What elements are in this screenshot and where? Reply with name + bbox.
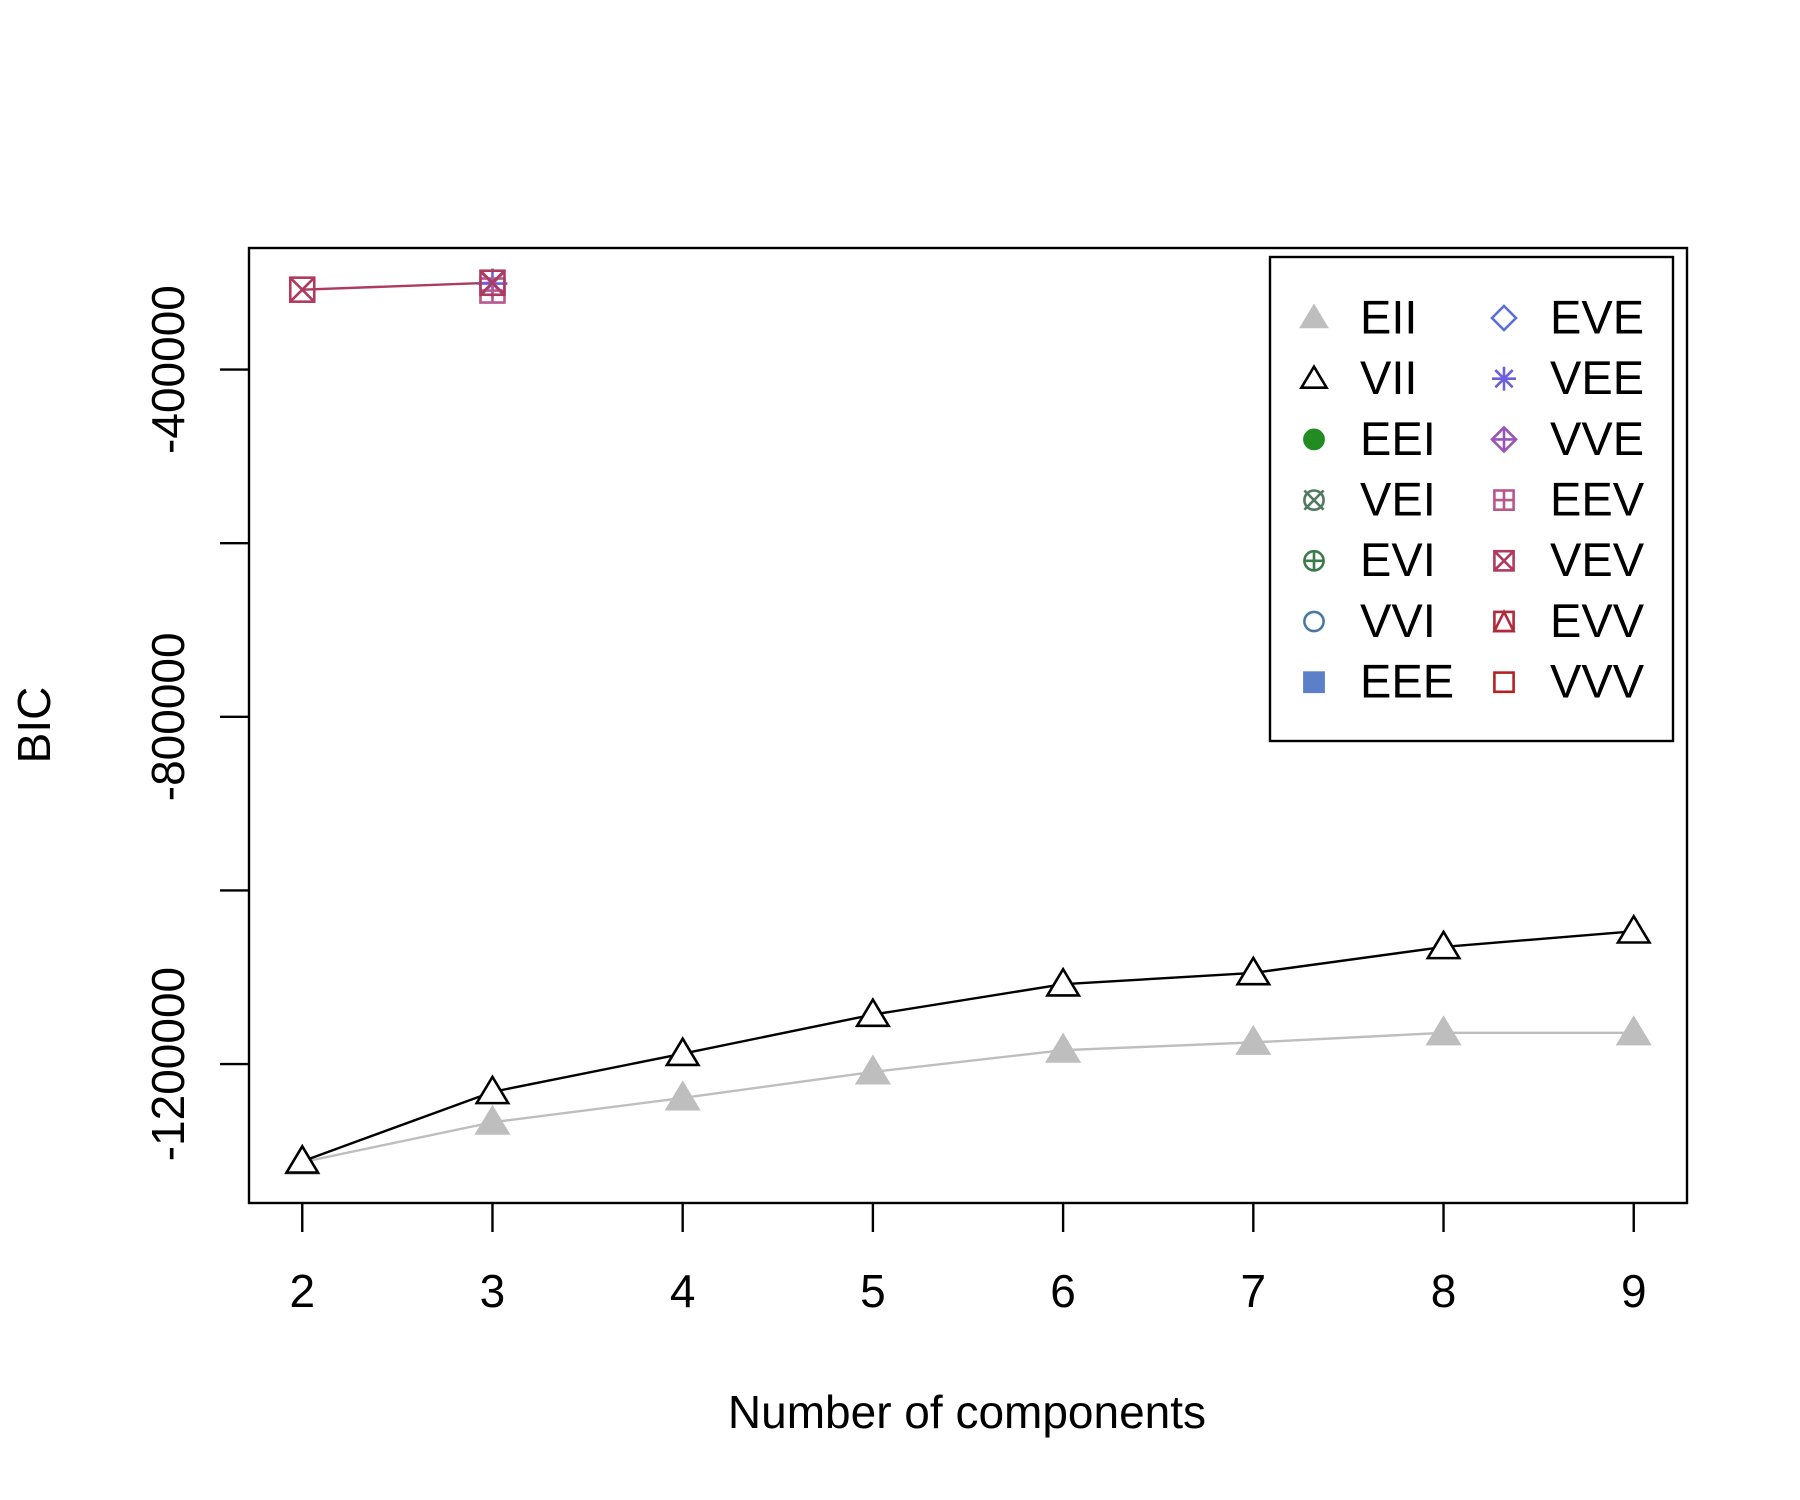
legend-label: EEI <box>1360 412 1436 465</box>
symbol-part <box>1615 913 1652 944</box>
symbol-part <box>1425 929 1462 960</box>
data-point <box>1425 1015 1462 1046</box>
symbol-part <box>479 269 506 297</box>
data-point <box>1235 1024 1272 1055</box>
symbol-part <box>289 276 316 303</box>
legend-label: VVV <box>1550 655 1645 708</box>
legend-label: VEE <box>1550 351 1644 404</box>
symbol-part <box>1045 1032 1082 1063</box>
legend-label: VEI <box>1360 473 1436 526</box>
series-line <box>302 281 493 291</box>
y-tick-label: -400000 <box>142 285 194 454</box>
legend-symbol <box>1492 608 1516 633</box>
symbol-part <box>664 1036 701 1067</box>
series-line <box>302 1031 1634 1164</box>
x-tick-label: 3 <box>480 1265 506 1317</box>
symbol-part <box>1235 955 1272 986</box>
legend-symbol <box>1303 610 1325 633</box>
symbol-part <box>854 1054 891 1085</box>
legend-symbol <box>1303 671 1325 694</box>
legend-symbol <box>1490 304 1518 332</box>
legend-symbol <box>1299 303 1329 329</box>
symbol-part <box>1493 550 1515 572</box>
legend-label: EII <box>1360 290 1417 343</box>
legend-symbol <box>1299 364 1329 390</box>
symbol-part <box>474 1074 511 1105</box>
data-point <box>479 269 506 297</box>
data-point <box>664 1080 701 1111</box>
data-point <box>474 1104 511 1135</box>
symbol-part <box>664 1080 701 1111</box>
symbol-part <box>1492 608 1516 633</box>
x-axis-label: Number of components <box>728 1386 1206 1438</box>
series-line <box>301 930 1634 1163</box>
symbol-part <box>1490 304 1518 332</box>
symbol-part <box>1235 1024 1272 1055</box>
legend-label: EEV <box>1550 473 1645 526</box>
symbol-part <box>1299 364 1329 390</box>
data-point <box>1615 1015 1652 1046</box>
data-point <box>1045 966 1082 997</box>
y-tick-label: -800000 <box>142 632 194 801</box>
legend-symbol <box>1303 489 1325 512</box>
legend-symbol <box>1493 489 1515 512</box>
data-point <box>474 1074 511 1105</box>
legend-label: EVE <box>1550 290 1644 343</box>
x-tick-label: 4 <box>670 1265 696 1317</box>
legend-symbol <box>1492 366 1516 391</box>
symbol-part <box>1615 1015 1652 1046</box>
legend-label: VVI <box>1360 594 1436 647</box>
legend-label: VVE <box>1550 412 1644 465</box>
symbol-part <box>479 269 506 296</box>
legend-symbol <box>1490 425 1518 454</box>
x-tick-label: 7 <box>1241 1265 1267 1317</box>
legend-label: VII <box>1360 351 1417 404</box>
symbol-part <box>1493 671 1515 694</box>
y-axis-label: BIC <box>8 687 60 764</box>
data-point <box>288 276 316 303</box>
x-tick-label: 8 <box>1431 1265 1457 1317</box>
symbol-part <box>1045 966 1082 997</box>
data-point <box>1235 955 1272 986</box>
data-point <box>854 1054 891 1085</box>
data-point <box>284 1143 321 1174</box>
symbol-part <box>1425 1015 1462 1046</box>
x-tick-label: 6 <box>1050 1265 1076 1317</box>
legend-symbol <box>1493 671 1515 694</box>
legend-label: EVV <box>1550 594 1645 647</box>
symbol-part <box>288 276 316 303</box>
legend-symbol <box>1303 549 1325 572</box>
x-tick-label: 5 <box>860 1265 886 1317</box>
symbol-part <box>1303 489 1325 511</box>
data-point <box>1425 929 1462 960</box>
legend-label: EEE <box>1360 655 1454 708</box>
symbol-part <box>474 1104 511 1135</box>
symbol-part <box>1299 303 1329 329</box>
symbol-part <box>284 1143 321 1174</box>
data-point <box>1615 913 1652 944</box>
symbol-part <box>1303 610 1325 633</box>
symbol-part <box>1303 428 1325 451</box>
data-point <box>854 997 891 1028</box>
symbol-part <box>854 997 891 1028</box>
x-tick-label: 2 <box>289 1265 315 1317</box>
legend-label: EVI <box>1360 533 1436 586</box>
symbol-part <box>1493 549 1515 572</box>
symbol-part <box>1303 671 1325 694</box>
data-point <box>1045 1032 1082 1063</box>
legend-frame <box>1268 255 1675 743</box>
symbol-part <box>1494 369 1514 389</box>
legend-label: VEV <box>1550 533 1645 586</box>
legend-symbol <box>1493 549 1515 572</box>
data-point <box>664 1036 701 1067</box>
y-tick-label: -1200000 <box>142 967 194 1161</box>
legend-symbol <box>1303 428 1325 451</box>
plot-frame <box>247 246 1689 1205</box>
x-tick-label: 9 <box>1621 1265 1647 1317</box>
